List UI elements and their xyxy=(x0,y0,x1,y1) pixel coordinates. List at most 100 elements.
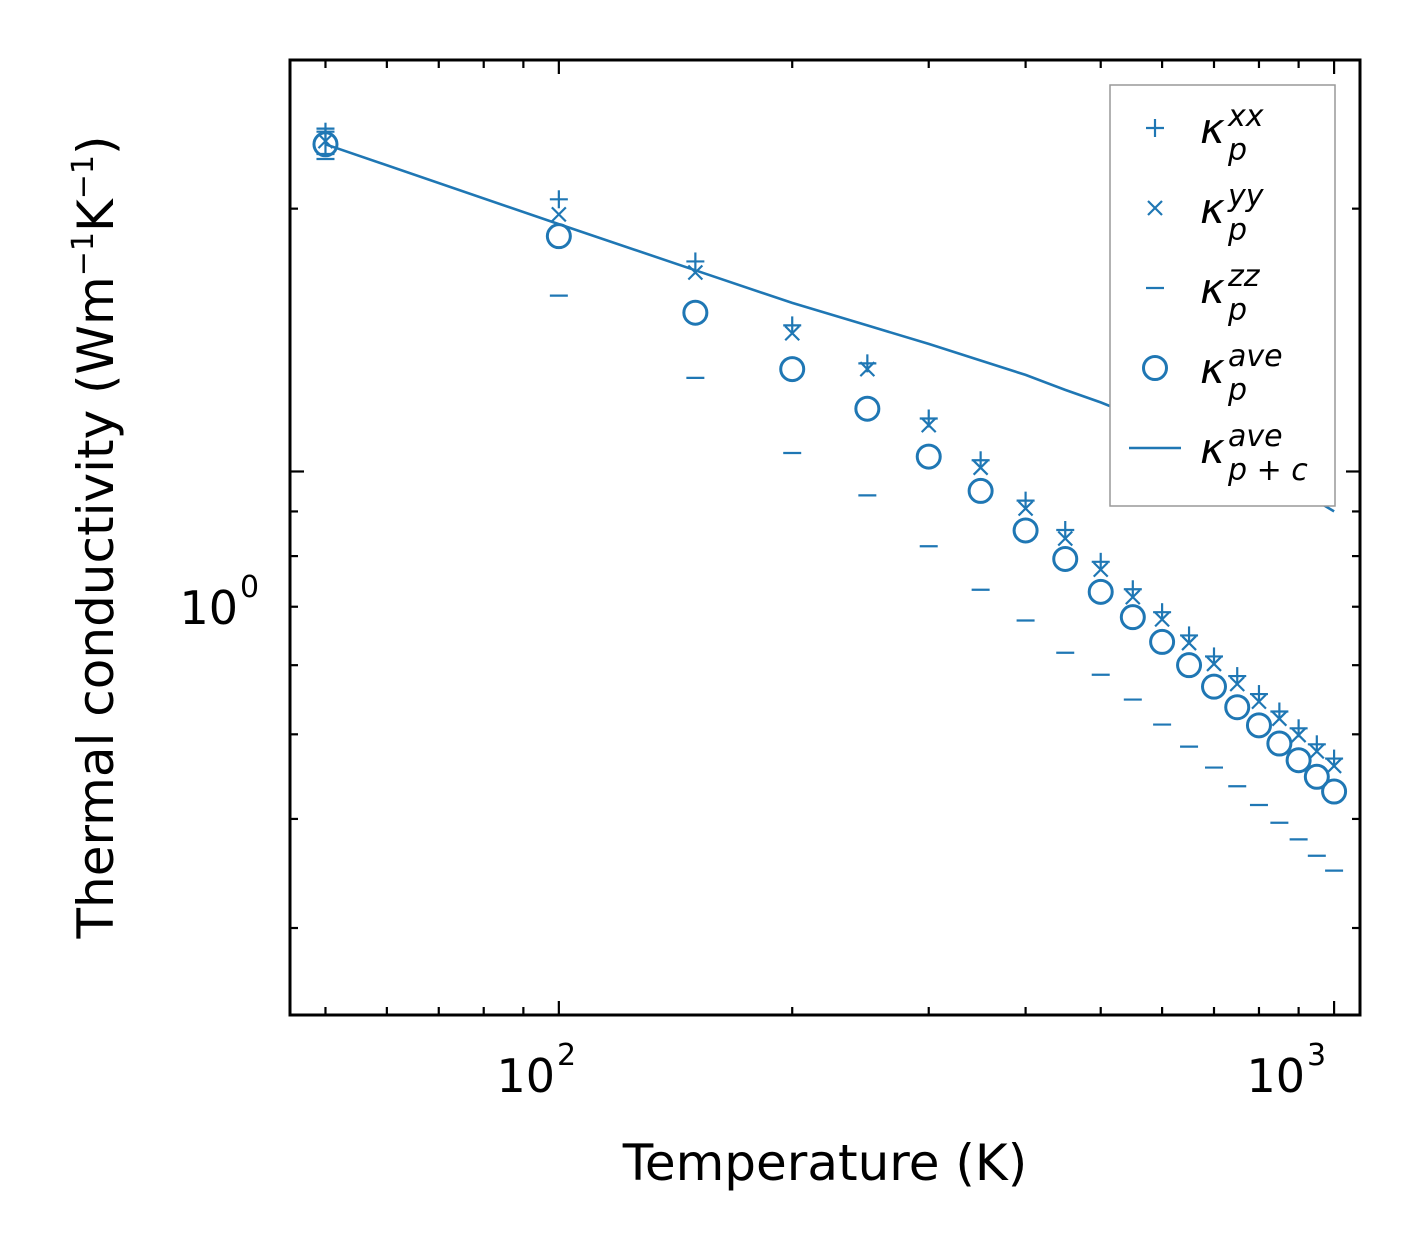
data-point-d2 xyxy=(859,361,876,377)
legend-frame xyxy=(1109,84,1336,507)
data-point xyxy=(1245,712,1272,739)
series-kappa_p_xx xyxy=(316,122,1344,768)
data-point-d2 xyxy=(317,133,334,149)
data-point xyxy=(1052,545,1079,572)
data-point xyxy=(551,206,567,223)
data-point xyxy=(312,131,339,158)
data-point xyxy=(1285,747,1312,774)
data-point xyxy=(972,459,989,476)
data-point xyxy=(1154,611,1170,628)
data-point xyxy=(1321,778,1348,805)
data-point xyxy=(1224,694,1251,721)
data-point xyxy=(549,190,568,209)
legend-marker-x-d2 xyxy=(1147,200,1163,216)
x-tick-exp-1000: 3 xyxy=(1307,1038,1326,1073)
legend-symbol: κ xyxy=(1200,424,1225,473)
legend-symbol: κ xyxy=(1200,264,1225,313)
data-point-d2 xyxy=(1017,500,1034,517)
data-point xyxy=(1119,604,1146,631)
legend-sup: ave xyxy=(1228,339,1283,374)
data-point xyxy=(784,325,800,341)
y-tick-exp-1: 0 xyxy=(240,570,259,605)
legend-marker-x xyxy=(1147,200,1163,216)
data-point xyxy=(1326,758,1342,774)
data-point xyxy=(1309,743,1325,760)
data-point xyxy=(1228,667,1247,686)
data-point xyxy=(686,252,705,271)
data-point xyxy=(859,361,876,377)
data-point-d2 xyxy=(551,206,567,223)
data-point-d2 xyxy=(1251,693,1267,710)
data-point xyxy=(1057,530,1074,547)
data-point-d2 xyxy=(687,264,704,281)
data-point-d2 xyxy=(920,417,937,433)
x-tick-label-100: 10 xyxy=(496,1049,555,1103)
data-point xyxy=(1056,520,1075,539)
legend-sup: yy xyxy=(1227,179,1265,214)
legend-entry-kappa-pc-ave: κ ave p + c xyxy=(1200,419,1308,488)
legend-symbol: κ xyxy=(1200,184,1225,233)
legend-entry-kappa-p-yy: κ yy p xyxy=(1200,179,1265,248)
data-point xyxy=(1123,580,1142,599)
data-point xyxy=(1017,500,1034,517)
data-point xyxy=(1201,673,1228,700)
series-kappa_p_zz xyxy=(316,157,1344,872)
data-point-d2 xyxy=(1271,710,1288,727)
data-point xyxy=(783,316,802,335)
data-point-d2 xyxy=(784,325,800,341)
legend-sup: xx xyxy=(1227,99,1264,134)
data-point xyxy=(1266,730,1293,757)
data-point-d2 xyxy=(1092,561,1109,578)
data-point xyxy=(1271,710,1288,727)
major-ticks xyxy=(290,60,1360,1015)
legend-entry-kappa-p-xx: κ xx p xyxy=(1200,99,1264,168)
data-point-d2 xyxy=(1229,676,1246,692)
data-point xyxy=(1091,552,1110,571)
x-axis-label: Temperature (K) xyxy=(622,1134,1027,1192)
data-point xyxy=(682,299,709,326)
data-point xyxy=(915,443,942,470)
data-point-d2 xyxy=(1057,530,1074,547)
x-tick-label-1000: 10 xyxy=(1246,1049,1305,1103)
data-point xyxy=(1229,676,1246,692)
x-tick-exp-100: 2 xyxy=(557,1038,576,1073)
data-point-d2 xyxy=(972,459,989,476)
data-point-d2 xyxy=(1326,758,1342,774)
plot-data xyxy=(312,122,1348,872)
legend-symbol: κ xyxy=(1200,104,1225,153)
data-point xyxy=(1180,626,1199,645)
series-kappa_p_yy xyxy=(317,133,1342,774)
plot-frame xyxy=(288,58,1362,1017)
legend-symbol: κ xyxy=(1200,344,1225,393)
data-point-d2 xyxy=(1154,611,1170,628)
data-point xyxy=(967,477,994,504)
data-point xyxy=(1303,763,1330,790)
data-point xyxy=(1016,491,1035,510)
legend-sub: p xyxy=(1227,213,1247,248)
data-point xyxy=(1125,589,1141,605)
legend-sub: p + c xyxy=(1227,453,1308,488)
legend: κ xx p κ yy p κ zz p κ ave p κ ave xyxy=(1109,84,1336,507)
data-point xyxy=(854,395,881,422)
legend-marker-plus xyxy=(1146,119,1164,137)
legend-marker-circle xyxy=(1142,355,1168,381)
data-point-d2 xyxy=(1290,727,1307,743)
data-point-d2 xyxy=(1181,635,1197,651)
data-point xyxy=(1181,635,1197,651)
data-point xyxy=(1012,517,1039,544)
data-point xyxy=(1087,578,1114,605)
data-point xyxy=(1206,656,1222,672)
data-point xyxy=(1249,685,1268,704)
data-point xyxy=(1290,727,1307,743)
data-point xyxy=(1251,693,1267,710)
data-point-d2 xyxy=(1309,743,1325,760)
data-point xyxy=(779,356,806,383)
data-point-d2 xyxy=(1206,656,1222,672)
legend-entry-kappa-p-zz: κ zz p xyxy=(1200,259,1261,328)
legend-sup: zz xyxy=(1227,259,1261,294)
y-axis-label: Thermal conductivity (Wm−1K−1) xyxy=(66,136,125,940)
legend-sup: ave xyxy=(1228,419,1283,454)
data-point xyxy=(920,417,937,433)
